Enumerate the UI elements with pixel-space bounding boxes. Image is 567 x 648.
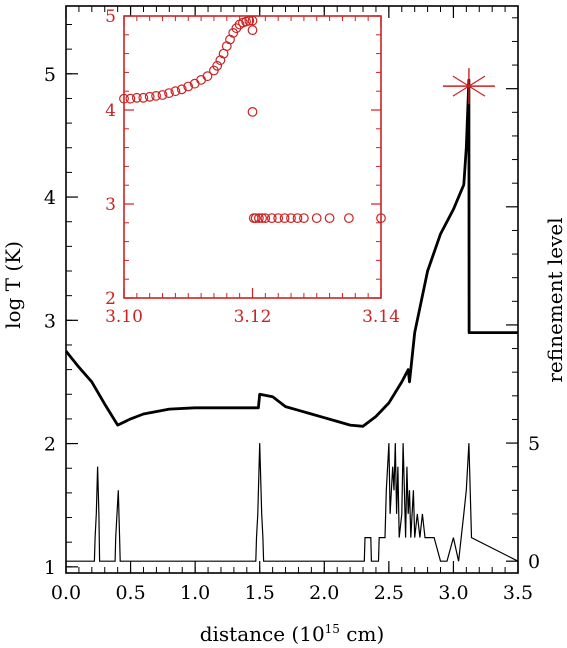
inset-border — [123, 15, 382, 299]
inset-data-point — [176, 84, 187, 95]
inset-data-point — [253, 213, 264, 224]
main-series-group — [64, 78, 519, 562]
y-tick-label: 3 — [44, 310, 56, 332]
inset-data-point — [212, 60, 223, 71]
inset-data-point — [183, 81, 194, 92]
inset-data-point — [247, 106, 258, 117]
x-tick-label: 0.0 — [51, 582, 81, 604]
inset-x-tick-label: 3.14 — [362, 307, 400, 327]
inset-data-point — [170, 86, 181, 97]
x-tick-label: 2.0 — [309, 582, 339, 604]
inset-data-point — [247, 15, 258, 26]
inset-data-point — [244, 15, 255, 26]
inset-data-point — [311, 213, 322, 224]
inset-y-tick-label: 5 — [105, 7, 116, 27]
inset-data-point — [164, 88, 174, 98]
y2-tick-label: 0 — [528, 551, 540, 573]
inset-data-point — [247, 25, 258, 35]
main-plot-border — [65, 5, 519, 574]
x-tick-label: 3.5 — [503, 582, 533, 604]
inset-data-point — [250, 213, 261, 224]
x-tick-label: 1.5 — [245, 582, 275, 604]
y-tick-label: 4 — [44, 187, 56, 209]
marker-diag-2 — [452, 75, 486, 97]
x-axis-label: distance (1015 cm) — [200, 622, 385, 646]
x-tick-label: 3.0 — [438, 582, 468, 604]
y2-axis-label: refinement level — [543, 217, 567, 382]
inset-y-tick-label: 3 — [105, 195, 116, 215]
inset-y-tick-label: 4 — [105, 101, 116, 121]
x-tick-label: 1.0 — [180, 582, 210, 604]
inset-data-point — [119, 93, 129, 104]
inset-data-point — [151, 90, 162, 101]
main-plot-frame — [65, 5, 519, 574]
inset-data-point — [202, 71, 213, 82]
inset-x-tick-label: 3.10 — [105, 307, 143, 327]
inset-data-point — [260, 213, 271, 224]
inset-data-point — [257, 213, 268, 224]
inset-data-point — [286, 213, 296, 224]
x-tick-label: 0.5 — [115, 582, 145, 604]
peak-marker — [442, 68, 495, 105]
temperature-series-line — [64, 78, 518, 428]
main-tick-labels: 0.0 0.5 1.0 1.5 2.0 2.5 3.0 3.5 1 2 3 4 5 0 5 — [44, 64, 540, 604]
inset-data-point — [344, 213, 354, 224]
inset-data-point — [125, 93, 136, 104]
inset-data-point — [324, 213, 335, 224]
y-tick-label: 1 — [44, 557, 56, 579]
y-axis-label: log T (K) — [1, 241, 25, 329]
y-tick-label: 5 — [44, 64, 56, 86]
inset-x-tick-label: 3.12 — [234, 307, 272, 327]
inset-data-point — [144, 91, 155, 102]
inset-data-point — [292, 213, 303, 224]
inset-data-point — [157, 90, 168, 100]
inset-y-tick-label: 2 — [105, 289, 116, 309]
inset-data-point — [131, 92, 142, 103]
x-tick-label: 2.5 — [374, 582, 404, 604]
inset-data-point — [273, 213, 284, 224]
inset-data-point — [299, 213, 309, 224]
refinement-series-line — [66, 443, 519, 562]
y2-tick-label: 5 — [528, 433, 540, 455]
inset-data-point — [279, 213, 290, 224]
inset-data-point — [376, 213, 386, 224]
inset-data-point — [266, 213, 277, 224]
inset-data-point — [138, 92, 149, 103]
inset-plot: 3.10 3.12 3.14 2 3 4 5 — [105, 7, 400, 327]
y-tick-label: 2 — [44, 434, 56, 456]
